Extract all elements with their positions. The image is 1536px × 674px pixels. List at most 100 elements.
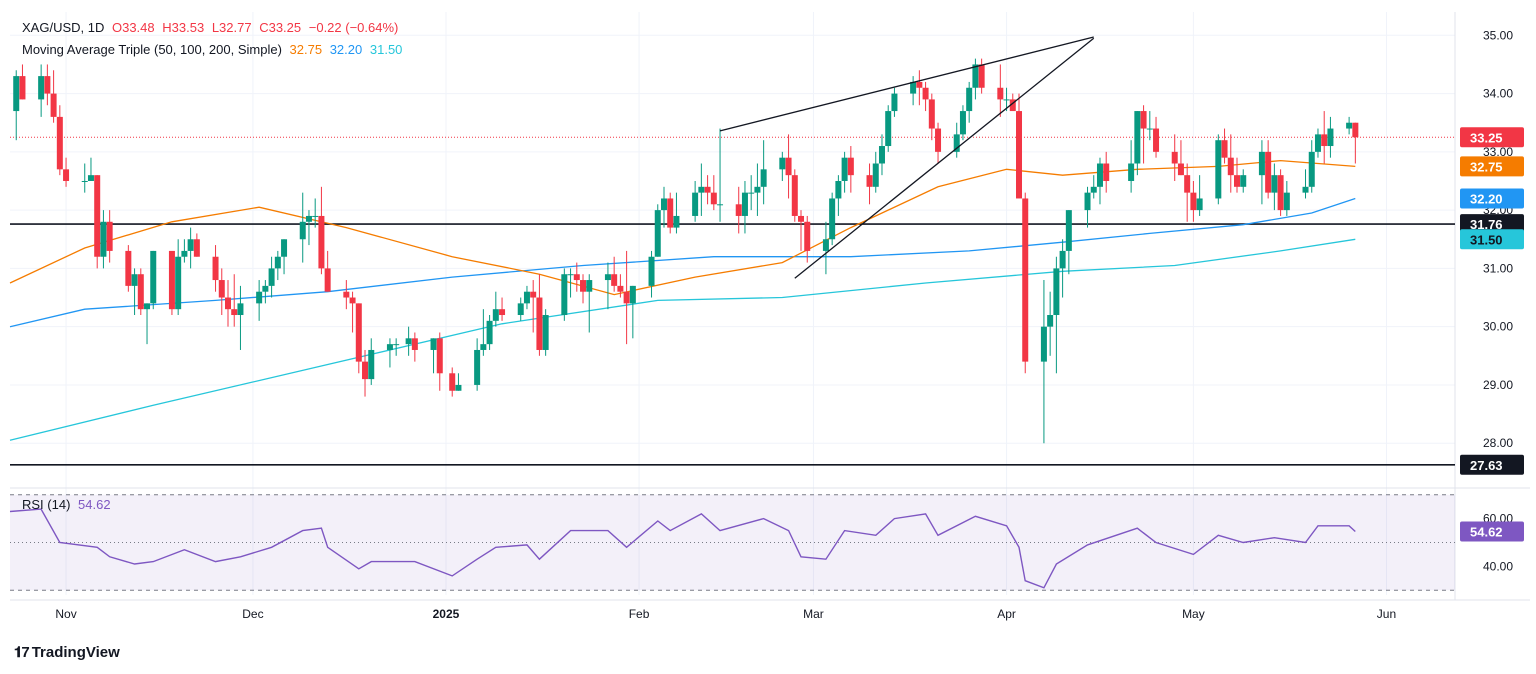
candle: [305, 210, 312, 246]
candle-body: [100, 221, 107, 257]
candle: [492, 291, 499, 327]
candle-body: [343, 291, 350, 298]
candle: [262, 280, 269, 304]
candle: [804, 215, 811, 263]
candle-body: [106, 221, 113, 251]
candle-body: [212, 256, 219, 281]
candle: [785, 134, 792, 199]
tradingview-logo[interactable]: 𝟏7 TradingView: [14, 644, 120, 661]
time-tick-label: May: [1182, 607, 1205, 621]
candle: [922, 81, 929, 112]
ma-label: Moving Average Triple (50, 100, 200, Sim…: [22, 42, 282, 57]
candle: [567, 268, 574, 298]
trendlines: [719, 36, 1095, 279]
candle-body: [305, 215, 312, 222]
candle: [56, 105, 63, 176]
rsi-header[interactable]: RSI (14) 54.62: [22, 497, 115, 512]
candle: [324, 250, 331, 292]
candle-body: [1140, 111, 1147, 129]
candle-body: [573, 274, 580, 281]
candle-body: [779, 157, 786, 170]
candle-body: [1271, 175, 1278, 193]
candle: [224, 280, 231, 327]
price-tick-label: 30.00: [1483, 320, 1513, 334]
candle: [299, 192, 306, 263]
candle-body: [798, 215, 805, 222]
rsi-tag-box: [1460, 521, 1524, 542]
price-tick-label: 33.00: [1483, 145, 1513, 159]
candle-body: [667, 198, 674, 228]
candle: [754, 163, 761, 216]
candle-body: [1190, 192, 1197, 211]
candle-body: [318, 215, 325, 269]
candle: [1240, 169, 1247, 193]
candle-body: [822, 239, 829, 251]
candle: [1221, 128, 1228, 164]
candle-body: [455, 384, 462, 391]
candle: [430, 338, 437, 374]
candle-body: [1321, 134, 1328, 147]
candle: [878, 134, 885, 176]
candle-body: [324, 268, 331, 292]
candle: [1277, 169, 1284, 216]
candle: [1153, 116, 1160, 158]
candle: [872, 151, 879, 193]
candle-body: [654, 210, 661, 257]
candle-body: [1134, 111, 1141, 164]
candle: [1258, 140, 1265, 205]
candle: [181, 239, 188, 263]
candle-body: [536, 297, 543, 350]
grid: [10, 12, 1530, 601]
header-ma[interactable]: Moving Average Triple (50, 100, 200, Sim…: [22, 42, 406, 57]
candle: [187, 227, 194, 269]
candle: [660, 186, 667, 228]
candle-body: [1308, 151, 1315, 187]
candle-body: [1153, 128, 1160, 152]
candle: [343, 280, 350, 310]
candle-body: [87, 175, 94, 181]
candle-body: [193, 239, 200, 257]
candle: [150, 250, 157, 310]
candle: [847, 146, 854, 193]
candle-body: [13, 76, 20, 112]
candle-body: [125, 250, 132, 286]
candle: [1053, 256, 1060, 374]
price-tick-label: 28.00: [1483, 436, 1513, 450]
candle-body: [517, 303, 524, 316]
candle: [1140, 105, 1147, 164]
support-tag-text: 31.76: [1470, 217, 1503, 232]
candle-body: [268, 268, 275, 286]
candle-body: [629, 285, 636, 304]
candle-body: [561, 274, 568, 316]
candle-body: [1022, 198, 1029, 362]
candle-body: [237, 303, 244, 316]
candle: [629, 285, 636, 339]
candle-body: [38, 76, 45, 100]
candle: [1227, 134, 1234, 193]
logo-text: TradingView: [31, 644, 120, 661]
candle: [928, 93, 935, 141]
candle-body: [959, 111, 966, 135]
candle-body: [916, 81, 923, 88]
candle-body: [175, 256, 182, 310]
candle: [698, 163, 705, 216]
candle-body: [1090, 186, 1097, 193]
candle: [885, 105, 892, 152]
candle-body: [704, 186, 711, 193]
high-value: H33.53: [162, 20, 205, 35]
candle-body: [847, 157, 854, 176]
candle: [748, 175, 755, 211]
candle-body: [972, 64, 979, 88]
candle-body: [791, 175, 798, 216]
candle-body: [735, 204, 742, 216]
candle: [218, 268, 225, 316]
tradingview-logo-icon: 𝟏7: [14, 644, 30, 661]
candle-body: [1040, 326, 1047, 362]
candle: [256, 280, 263, 321]
candle: [1314, 128, 1321, 158]
candle: [1327, 116, 1334, 158]
candle-body: [281, 239, 288, 257]
candle: [125, 245, 132, 292]
ma50-line: [9, 159, 1356, 296]
